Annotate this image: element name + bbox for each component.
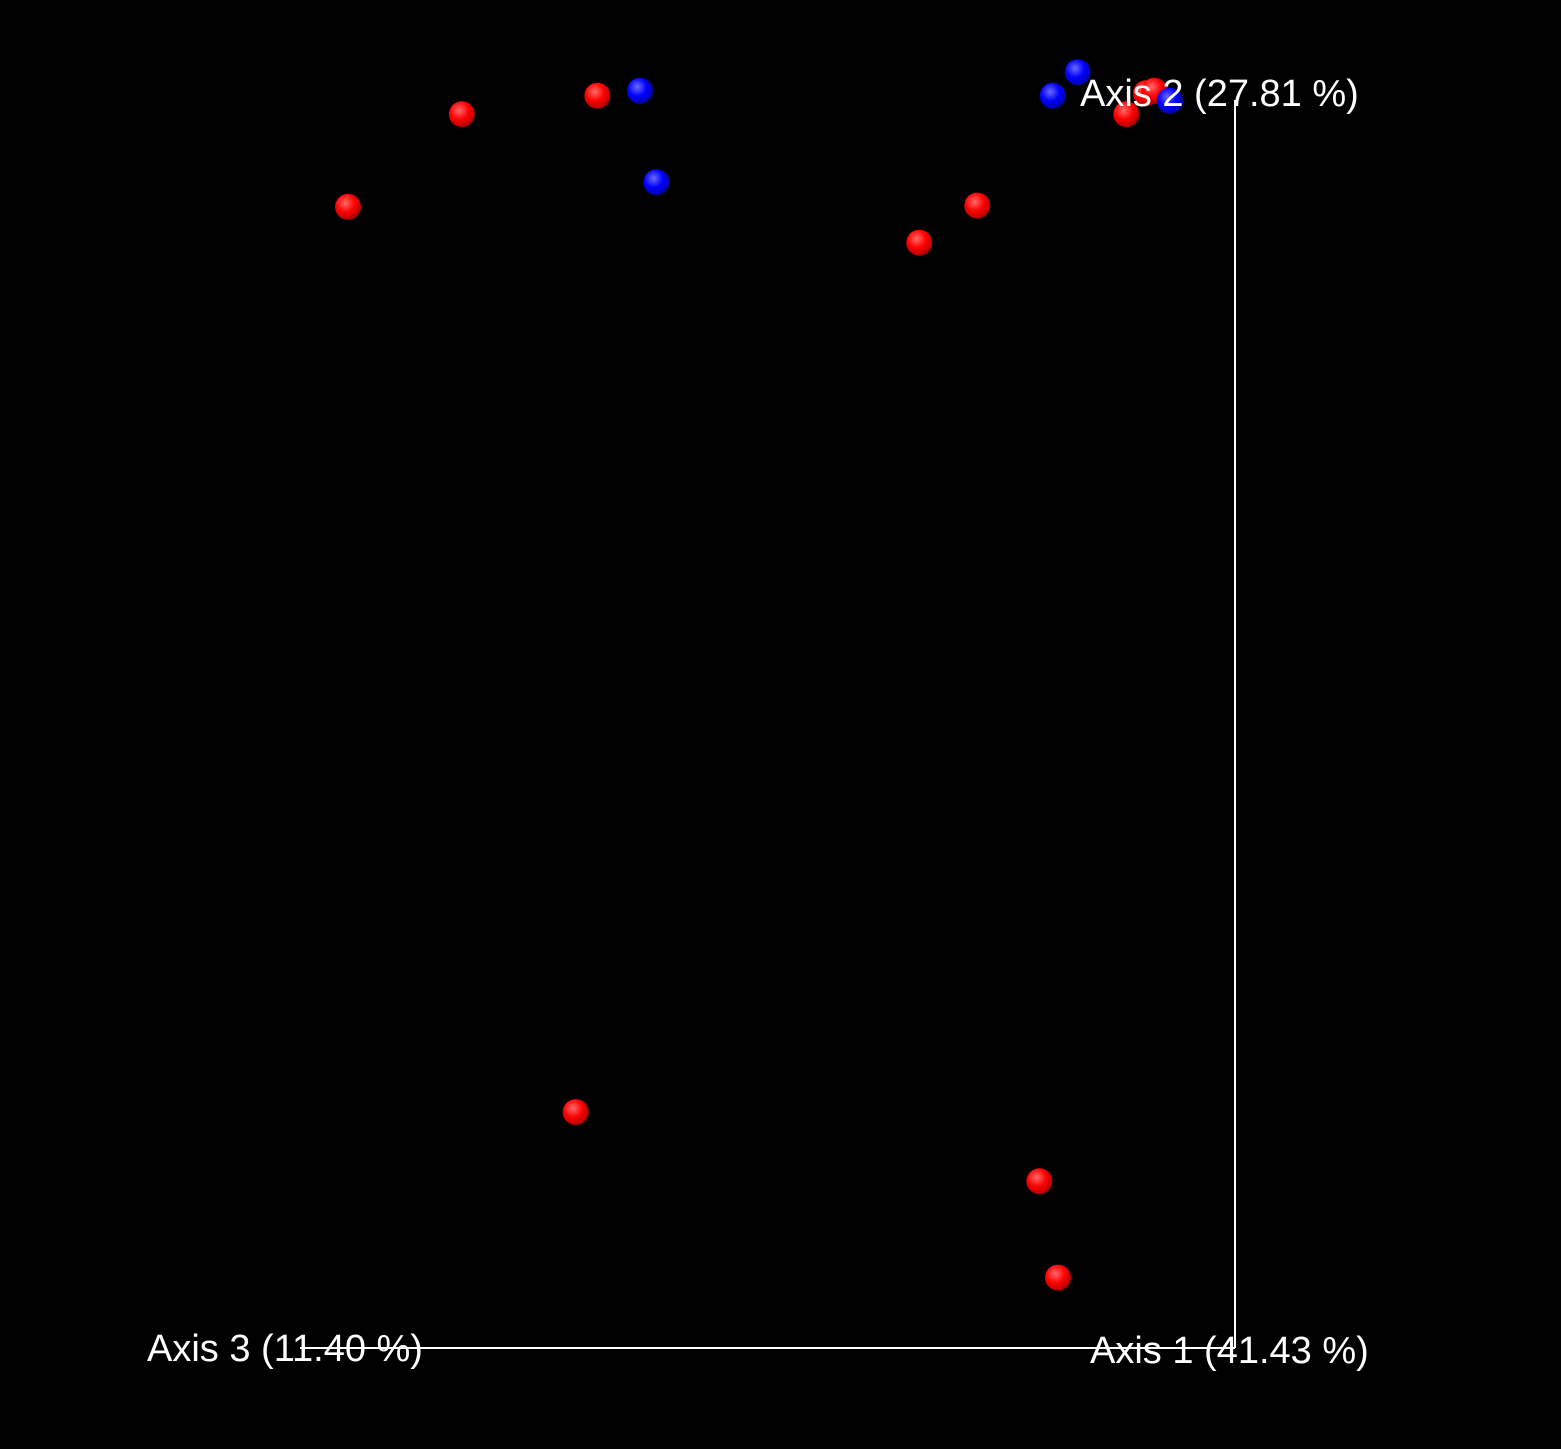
data-point-series-1-2 <box>448 101 475 128</box>
data-point-series-1-3 <box>584 82 611 109</box>
data-point-series-1-9 <box>562 1099 589 1126</box>
data-point-series-2-2 <box>643 169 670 196</box>
data-point-series-1-4 <box>906 229 933 256</box>
data-points <box>335 59 1183 1291</box>
data-point-series-1-11 <box>1045 1264 1071 1291</box>
data-point-series-2-1 <box>626 77 653 104</box>
axis-1-label: Axis 1 (41.43 %) <box>1090 1330 1369 1372</box>
data-point-series-2-5 <box>1156 87 1183 114</box>
data-point-series-1-1 <box>335 193 361 220</box>
data-point-series-1-5 <box>964 192 991 219</box>
data-point-series-2-3 <box>1039 82 1066 109</box>
data-point-series-2-4 <box>1064 59 1091 86</box>
axis-2-label: Axis 2 (27.81 %) <box>1080 73 1359 115</box>
data-point-series-1-6 <box>1113 101 1140 128</box>
data-point-series-1-10 <box>1026 1168 1053 1195</box>
axis-3-label: Axis 3 (11.40 %) <box>147 1328 423 1370</box>
